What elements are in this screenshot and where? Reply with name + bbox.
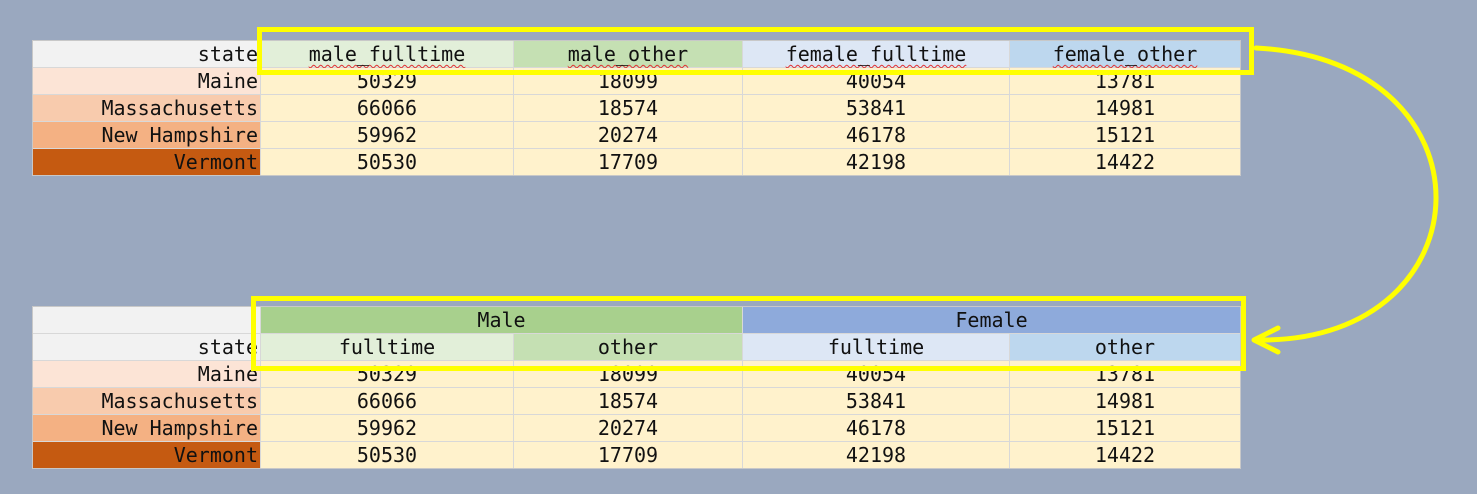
row-state-cell: New Hampshire [33, 415, 260, 441]
row-state-cell: Vermont [33, 149, 260, 175]
group-header-female: Female [743, 307, 1240, 333]
table-cell: 46178 [743, 122, 1009, 148]
wide-format-table: state male_fulltime male_other female_fu… [32, 40, 1241, 176]
group-header-empty [33, 307, 260, 333]
table-cell: 14981 [1010, 95, 1240, 121]
header-male-other: other [514, 334, 742, 360]
table-cell: 42198 [743, 149, 1009, 175]
header-male-fulltime: fulltime [261, 334, 513, 360]
table-cell: 17709 [514, 149, 742, 175]
table-cell: 53841 [743, 95, 1009, 121]
table-cell: 42198 [743, 442, 1009, 468]
row-state-cell: Massachusetts [33, 388, 260, 414]
table-cell: 15121 [1010, 415, 1240, 441]
row-state-cell: New Hampshire [33, 122, 260, 148]
table-cell: 20274 [514, 415, 742, 441]
arrow-head-icon [1251, 325, 1281, 355]
row-state-cell: Vermont [33, 442, 260, 468]
table-cell: 53841 [743, 388, 1009, 414]
header-female-other: other [1010, 334, 1240, 360]
row-state-cell: Massachusetts [33, 95, 260, 121]
table-cell: 17709 [514, 442, 742, 468]
table-cell: 59962 [261, 415, 513, 441]
table-cell: 59962 [261, 122, 513, 148]
header-female-fulltime: female_fulltime [743, 41, 1009, 67]
group-header-male: Male [261, 307, 742, 333]
table-cell: 50530 [261, 442, 513, 468]
header-male-other: male_other [514, 41, 742, 67]
table-cell: 13781 [1010, 361, 1240, 387]
table-cell: 14981 [1010, 388, 1240, 414]
table-cell: 66066 [261, 388, 513, 414]
header-male-fulltime: male_fulltime [261, 41, 513, 67]
multiindex-table: Male Female state fulltime other fulltim… [32, 306, 1241, 469]
header-female-other: female_other [1010, 41, 1240, 67]
table-cell: 20274 [514, 122, 742, 148]
table-cell: 18574 [514, 388, 742, 414]
table-cell: 66066 [261, 95, 513, 121]
table-cell: 50530 [261, 149, 513, 175]
header-state: state [33, 334, 260, 360]
table-cell: 46178 [743, 415, 1009, 441]
row-state-cell: Maine [33, 361, 260, 387]
header-female-fulltime: fulltime [743, 334, 1009, 360]
table-cell: 18574 [514, 95, 742, 121]
table-cell: 50329 [261, 68, 513, 94]
row-state-cell: Maine [33, 68, 260, 94]
arrow-curve [1253, 45, 1439, 343]
table-cell: 15121 [1010, 122, 1240, 148]
table-cell: 14422 [1010, 442, 1240, 468]
table-cell: 14422 [1010, 149, 1240, 175]
header-state: state [33, 41, 260, 67]
